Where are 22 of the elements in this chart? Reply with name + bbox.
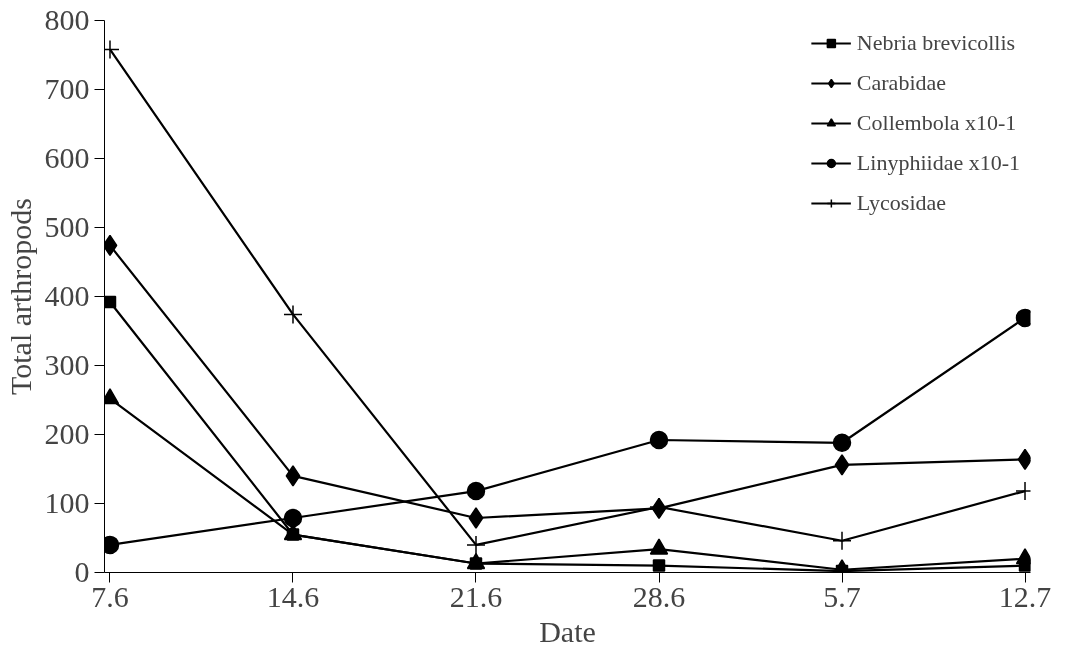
legend-label: Linyphiidae x10-1	[856, 150, 1020, 176]
y-tick-label: 200	[44, 417, 90, 450]
x-tick-label: 28.6	[632, 579, 686, 613]
x-tick-label: 12.7	[998, 579, 1052, 613]
y-tick-label: 800	[44, 3, 90, 36]
legend-label: Lycosidae	[856, 190, 947, 216]
x-tick-label: 14.6	[266, 579, 320, 613]
y-tick-label: 700	[44, 72, 90, 105]
x-tick-label: 7.6	[91, 579, 129, 613]
y-tick-label: 100	[44, 486, 90, 519]
x-tick-label: 21.6	[449, 579, 503, 613]
legend-label: Nebria brevicollis	[856, 30, 1016, 56]
y-tick-label: 500	[44, 210, 90, 243]
y-tick-label: 600	[44, 141, 90, 174]
x-tick-label: 5.7	[823, 579, 861, 613]
y-axis-title: Total arthropods	[3, 197, 37, 396]
y-tick-label: 300	[44, 348, 90, 381]
y-tick-label: 400	[44, 279, 90, 312]
x-axis-title: Date	[539, 614, 596, 648]
y-tick-label: 0	[74, 555, 90, 588]
legend-label: Carabidae	[856, 70, 947, 96]
legend-label: Collembola x10-1	[856, 110, 1017, 136]
